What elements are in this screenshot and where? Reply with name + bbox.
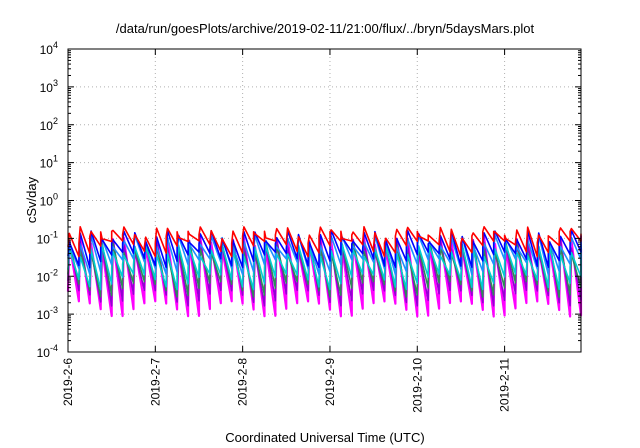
series-line: [67, 238, 582, 307]
y-tick-label: 10-3: [37, 305, 58, 322]
x-axis-label: Coordinated Universal Time (UTC): [225, 430, 424, 445]
series-group: [66, 226, 583, 318]
x-tick-label: 2019-2-8: [236, 358, 250, 406]
chart-title: /data/run/goesPlots/archive/2019-02-11/2…: [116, 21, 535, 36]
series-line: [66, 236, 583, 318]
x-tick-label: 2019-2-11: [498, 358, 512, 412]
series-line: [67, 229, 582, 269]
y-tick-label: 101: [40, 154, 58, 171]
series-line: [67, 226, 582, 258]
y-tick-label: 10-1: [37, 229, 58, 246]
x-tick-label: 2019-2-10: [410, 358, 424, 413]
x-tick-label: 2019-2-6: [61, 358, 75, 406]
series-line: [67, 241, 582, 298]
y-tick-label: 10-4: [37, 343, 58, 360]
series-line: [67, 244, 582, 291]
y-tick-label: 103: [40, 78, 58, 95]
y-ticks: 10-4 10-3 10-2 10-1 100 101 102 103 104: [37, 40, 581, 360]
y-tick-label: 10-2: [37, 267, 58, 284]
y-axis-label: cSv/day: [24, 176, 39, 223]
x-ticks: 2019-2-6 2019-2-7 2019-2-8 2019-2-9 2019-2-1…: [61, 49, 512, 413]
y-tick-label: 102: [40, 116, 58, 133]
y-tick-label: 100: [40, 192, 58, 209]
y-tick-label: 104: [40, 40, 58, 57]
x-tick-label: 2019-2-9: [323, 358, 337, 406]
x-tick-label: 2019-2-7: [148, 358, 162, 406]
